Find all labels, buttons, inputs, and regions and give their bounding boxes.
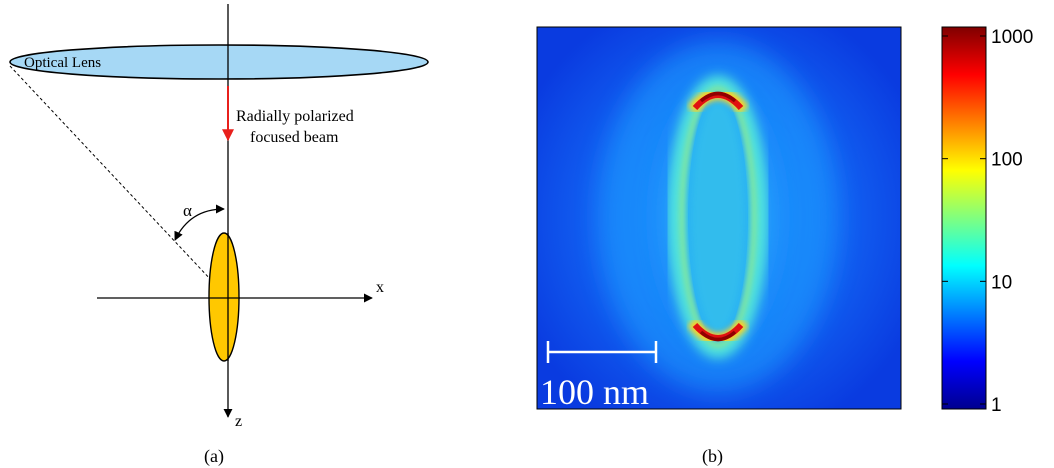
optical-lens [9,44,429,80]
panel-b: 100 nm 1000 100 10 1 (b) [536,26,1033,467]
beam-label-line1: Radially polarized [236,108,354,125]
scale-bar-label: 100 nm [540,372,649,412]
gold-nanoparticle [208,232,240,362]
colorbar-ticks: 1000 100 10 1 [942,27,1033,416]
z-axis-label: z [235,413,242,430]
colorbar [941,26,987,410]
heat-map-border [536,26,902,410]
colorbar-tick-label: 100 [991,150,1023,171]
angle-label: α [183,201,192,220]
caption-a: (a) [204,446,224,467]
scale-bar [546,341,658,363]
caption-b: (b) [702,446,723,467]
field-intensity-map [537,27,901,409]
colorbar-tick-label: 1 [991,395,1002,416]
lens-label: Optical Lens [24,55,101,71]
colorbar-tick-label: 1000 [991,27,1033,48]
colorbar-tick-label: 10 [991,272,1012,293]
x-axis-label: x [376,279,384,296]
angle-arc [174,204,225,241]
marginal-ray [9,65,229,299]
panel-a: Optical Lens z x Radially polarized focu… [9,4,429,467]
beam-label-line2: focused beam [250,129,339,146]
